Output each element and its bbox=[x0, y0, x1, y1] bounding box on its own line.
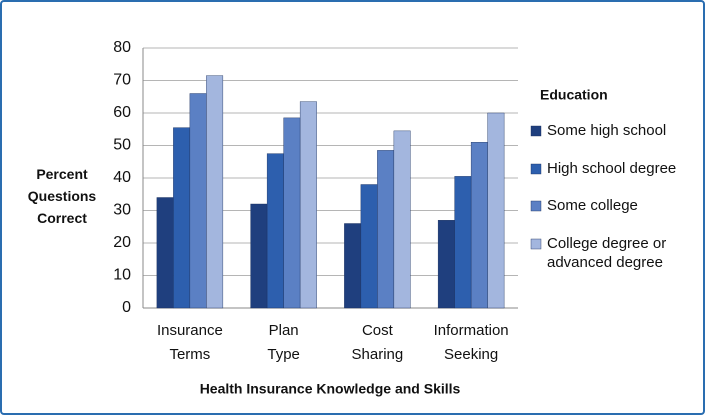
y-tick-label: 80 bbox=[113, 39, 131, 56]
bar bbox=[377, 150, 395, 309]
bar bbox=[454, 176, 472, 309]
bar bbox=[437, 220, 455, 309]
legend-label: Some college bbox=[547, 197, 638, 214]
y-tick-label: 40 bbox=[113, 169, 131, 186]
x-tick-label: Insurance Terms bbox=[157, 322, 223, 363]
y-tick-label: 20 bbox=[113, 234, 131, 251]
y-tick-label: 60 bbox=[113, 104, 131, 121]
legend-title: Education bbox=[540, 87, 608, 103]
bar bbox=[299, 101, 317, 309]
bar bbox=[344, 223, 362, 309]
legend-swatch bbox=[530, 163, 542, 175]
bar bbox=[393, 130, 411, 309]
y-tick-label: 30 bbox=[113, 202, 131, 219]
y-axis-label: Percent Questions Correct bbox=[28, 166, 97, 226]
y-tick-label: 10 bbox=[113, 267, 131, 284]
legend-label: High school degree bbox=[547, 160, 676, 177]
legend-label: Some high school bbox=[547, 122, 666, 139]
bar bbox=[156, 197, 174, 309]
bar bbox=[173, 127, 191, 309]
x-tick-label: Cost Sharing bbox=[352, 322, 404, 363]
bar bbox=[470, 142, 488, 309]
legend-swatch bbox=[530, 200, 542, 212]
y-tick-label: 70 bbox=[113, 72, 131, 89]
legend-swatch bbox=[530, 238, 542, 250]
bar bbox=[206, 75, 224, 309]
legend-swatch bbox=[530, 125, 542, 137]
legend-label: College degree or advanced degree bbox=[547, 235, 666, 271]
x-tick-label: Information Seeking bbox=[434, 322, 509, 363]
bar bbox=[250, 203, 268, 309]
x-axis-label: Health Insurance Knowledge and Skills bbox=[200, 381, 461, 397]
bar bbox=[360, 184, 378, 309]
bar bbox=[487, 112, 505, 309]
y-tick-label: 0 bbox=[122, 299, 131, 316]
bar bbox=[189, 93, 207, 309]
bar bbox=[266, 153, 284, 309]
bar bbox=[283, 117, 301, 309]
y-tick-label: 50 bbox=[113, 137, 131, 154]
x-tick-label: Plan Type bbox=[267, 322, 300, 363]
